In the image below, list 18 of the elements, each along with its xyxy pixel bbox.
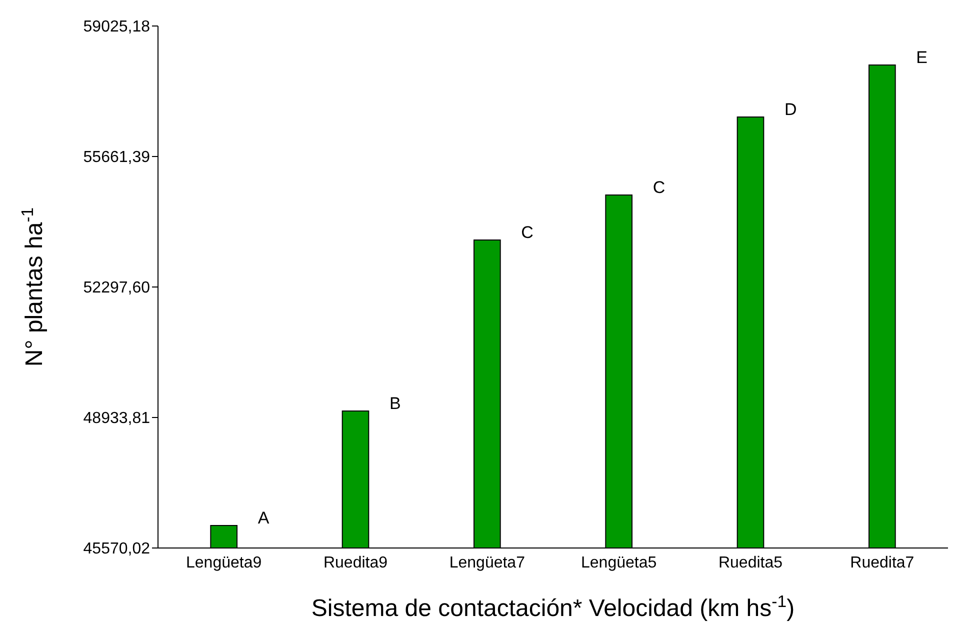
y-tick-label: 55661,39: [83, 149, 150, 166]
x-tick-label: Ruedita5: [718, 554, 783, 572]
x-tick-label: Lengüeta9: [186, 554, 262, 572]
x-tick-label: Lengüeta5: [581, 554, 657, 572]
x-tick-label: Lengüeta7: [449, 554, 526, 572]
y-tick-label: 52297,60: [83, 280, 150, 297]
y-tick-label: 59025,18: [83, 18, 150, 36]
annotation: D: [784, 100, 797, 119]
y-tick-label: 45570,02: [83, 540, 150, 558]
x-tick-label: Ruedita7: [850, 554, 914, 572]
y-tick-label: 48933,81: [83, 410, 150, 428]
annotation: A: [258, 508, 270, 528]
annotation: E: [916, 48, 928, 67]
annotation: B: [390, 394, 401, 414]
x-axis-title: Sistema de contactación* Velocidad (km hs$^{-1}$): [311, 592, 795, 622]
annotation: C: [652, 178, 666, 197]
annotation: C: [521, 222, 534, 242]
x-tick-label: Ruedita9: [323, 554, 388, 572]
